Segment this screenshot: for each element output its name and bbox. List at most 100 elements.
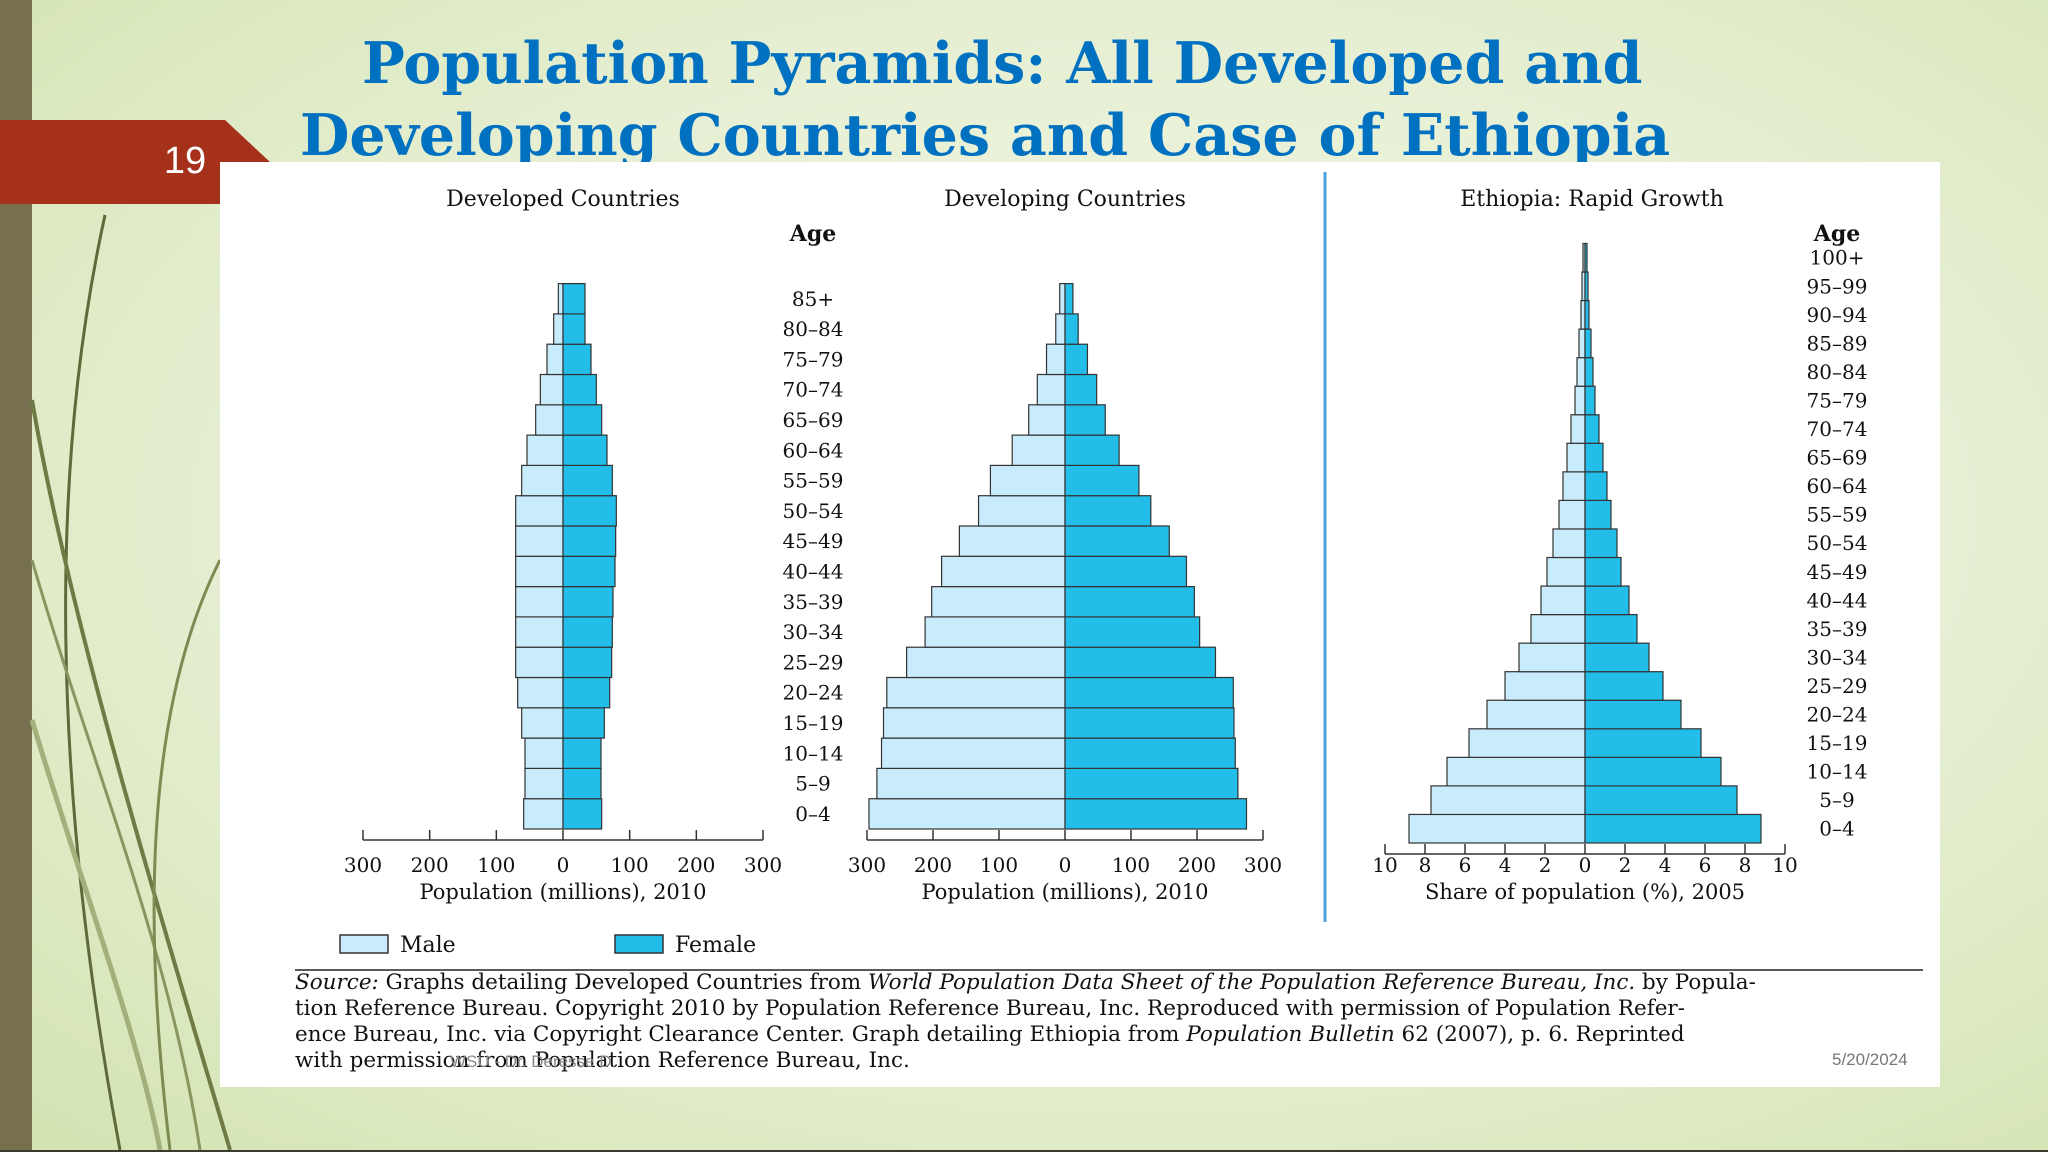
page-title: Population Pyramids: All Developed and D… [300, 28, 1820, 172]
x-tick-label-100: 100 [477, 853, 515, 877]
bar-male-10–14 [1446, 756, 1586, 787]
bar-female-60–64 [1584, 471, 1608, 502]
bar-female-55–59 [1584, 499, 1612, 530]
x-tick-label-2: 2 [1619, 853, 1632, 877]
age-label-70–74: 70–74 [1807, 417, 1868, 441]
x-tick-label-200: 200 [914, 853, 952, 877]
bar-female-45–49 [1584, 556, 1622, 587]
source-text-2: by Popula- [1635, 970, 1756, 995]
bar-male-35–39 [931, 586, 1066, 618]
x-tick-label-2: 2 [1539, 853, 1552, 877]
bar-male-25–29 [1504, 671, 1586, 701]
bar-female-55–59 [562, 464, 613, 497]
age-label-25–29: 25–29 [1807, 674, 1868, 698]
age-label-0–4: 0–4 [1819, 817, 1854, 841]
age-label-65–69: 65–69 [1807, 446, 1868, 470]
bar-male-55–59 [989, 464, 1066, 497]
bar-female-20–24 [1584, 699, 1682, 730]
source-text-3: ence Bureau, Inc. via Copyright Clearanc… [295, 1022, 1187, 1047]
bar-male-35–39 [1530, 614, 1586, 644]
bar-male-60–64 [1562, 471, 1586, 502]
bar-male-20–24 [886, 676, 1066, 709]
source-label: Source: [295, 970, 379, 995]
x-tick-label-0: 0 [557, 853, 570, 877]
age-label-95–99: 95–99 [1807, 274, 1868, 298]
age-label-10–14: 10–14 [1807, 760, 1868, 784]
bar-female-5–9 [1064, 767, 1239, 800]
source-caption: Source: Graphs detailing Developed Count… [295, 970, 1895, 1074]
x-tick-label-4: 4 [1499, 853, 1512, 877]
chart-0-x-axis-title: Population (millions), 2010 [419, 880, 706, 904]
age-label-60–64: 60–64 [1807, 474, 1868, 498]
x-tick-label-8: 8 [1419, 853, 1432, 877]
x-tick-label-300: 300 [744, 853, 782, 877]
figure-panel: Developed Countries 300 200 100 0 100 200 300 Po… [220, 162, 1940, 1087]
age-label-60–64: 60–64 [783, 438, 844, 462]
bottom-border [0, 1150, 2048, 1152]
age-label-40–44: 40–44 [783, 559, 844, 583]
chart-2-age-label: Age [1813, 221, 1860, 247]
bar-female-75–79 [562, 343, 592, 376]
bar-female-5–9 [562, 767, 602, 800]
bar-female-10–14 [1064, 737, 1236, 769]
x-tick-label-100: 100 [980, 853, 1018, 877]
bar-male-45–49 [515, 525, 564, 557]
slide-number-tab [0, 120, 270, 204]
chart-1-x-axis-title: Population (millions), 2010 [921, 880, 1208, 904]
bar-female-95–99 [1584, 271, 1589, 302]
bar-female-20–24 [562, 676, 611, 709]
x-tick-label-200: 200 [1178, 853, 1216, 877]
bar-male-40–44 [940, 555, 1066, 588]
bar-female-80–84 [562, 313, 586, 345]
footer-author: WSU - Dr. Deresse D. [450, 1052, 617, 1071]
bar-male-75–79 [1574, 385, 1586, 416]
x-tick-label-300: 300 [848, 853, 886, 877]
source-italic-1: World Population Data Sheet of the Popul… [868, 970, 1636, 995]
bar-male-15–19 [1468, 728, 1586, 758]
age-label-5–9: 5–9 [795, 772, 830, 796]
bar-male-85+ [557, 282, 564, 315]
legend-female-swatch [614, 934, 664, 954]
bar-male-40–44 [1540, 585, 1586, 616]
bar-male-0–4 [868, 798, 1066, 830]
bar-male-85+ [1059, 282, 1066, 315]
age-label-5–9: 5–9 [1819, 788, 1854, 812]
age-label-55–59: 55–59 [783, 469, 844, 493]
age-label-80–84: 80–84 [783, 317, 844, 341]
bar-female-40–44 [1584, 585, 1630, 616]
age-label-35–39: 35–39 [783, 590, 844, 614]
bar-female-25–29 [1584, 671, 1664, 701]
bar-male-80–84 [1055, 313, 1066, 345]
tab-shape [0, 120, 270, 204]
bar-male-20–24 [517, 676, 564, 709]
legend-male-swatch [339, 934, 389, 954]
bar-female-65–69 [1584, 442, 1604, 473]
x-tick-label-8: 8 [1739, 853, 1752, 877]
bar-female-55–59 [1064, 464, 1140, 497]
bar-female-40–44 [1064, 555, 1188, 588]
bar-male-65–69 [1028, 404, 1066, 436]
bar-male-55–59 [521, 464, 564, 497]
bar-male-0–4 [523, 798, 564, 830]
bar-female-50–54 [562, 495, 617, 527]
x-tick-label-10: 10 [1372, 853, 1397, 877]
bar-male-30–34 [924, 616, 1066, 648]
bar-female-50–54 [1064, 495, 1152, 527]
age-label-100+: 100+ [1810, 246, 1865, 270]
bar-male-0–4 [1408, 813, 1586, 844]
x-tick-label-6: 6 [1699, 853, 1712, 877]
x-tick-label-100: 100 [1112, 853, 1150, 877]
bar-male-35–39 [515, 586, 564, 618]
source-line-2: tion Reference Bureau. Copyright 2010 by… [295, 996, 1685, 1021]
bar-female-60–64 [1064, 434, 1120, 467]
chart-1-age-label: Age [789, 221, 836, 247]
bar-female-0–4 [562, 798, 603, 830]
source-line-4: with permission from Population Referenc… [295, 1048, 910, 1073]
title-line-2: Developing Countries and Case of Ethiopi… [300, 102, 1671, 169]
chart-1-title: Developing Countries [944, 187, 1186, 212]
chart-0-title: Developed Countries [446, 187, 680, 212]
decorative-curves [29, 214, 232, 1151]
bar-male-45–49 [958, 525, 1066, 557]
bar-female-85–89 [1584, 328, 1592, 359]
bar-male-60–64 [526, 434, 564, 467]
